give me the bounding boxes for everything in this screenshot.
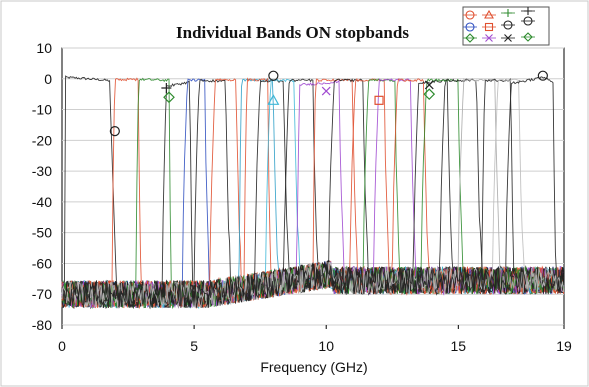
- data-marker: [374, 95, 384, 105]
- y-tick-label: 10: [36, 40, 52, 56]
- x-tick-label: 15: [451, 338, 467, 354]
- y-tick-label: 0: [44, 71, 52, 87]
- series-group: [61, 75, 565, 310]
- data-marker: [537, 70, 548, 81]
- y-tick-label: -50: [32, 225, 52, 241]
- y-tick-label: -40: [32, 194, 52, 210]
- y-tick-label: -10: [32, 102, 52, 118]
- data-marker: [109, 126, 120, 137]
- legend-symbol: [523, 32, 533, 42]
- data-marker: [161, 83, 172, 94]
- legend-symbol: [465, 33, 475, 43]
- x-tick-label: 0: [58, 338, 66, 354]
- x-tick-label: 10: [318, 338, 334, 354]
- data-marker: [268, 70, 279, 81]
- y-tick-label: -30: [32, 163, 52, 179]
- y-tick-label: -20: [32, 132, 52, 148]
- data-marker: [424, 80, 434, 90]
- legend-symbol: [484, 9, 494, 19]
- y-tick-label: -80: [32, 317, 52, 333]
- data-marker: [163, 91, 175, 104]
- legend: [462, 6, 550, 46]
- tick-labels: 10 0 -10 -20 -30 -40 -50 -60 -70 -80 0 5 10 15 19: [32, 40, 572, 354]
- y-tick-label: -70: [32, 286, 52, 302]
- x-tick-label: 19: [556, 338, 572, 354]
- x-axis-label: Frequency (GHz): [260, 359, 367, 375]
- marker-group: [109, 70, 548, 137]
- data-marker: [321, 86, 331, 96]
- data-marker: [423, 88, 436, 101]
- y-tick-label: -60: [32, 255, 52, 271]
- x-tick-label: 5: [190, 338, 198, 354]
- data-marker: [267, 94, 280, 105]
- chart-title: Individual Bands ON stopbands: [176, 23, 409, 42]
- series-line-26: [61, 76, 565, 310]
